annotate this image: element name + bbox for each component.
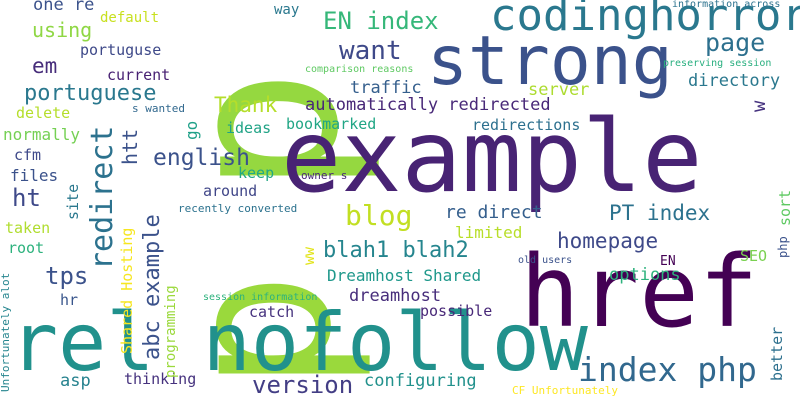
cloud-word: configuring — [364, 371, 477, 391]
cloud-word: example — [281, 98, 703, 215]
cloud-word: SEO — [740, 247, 768, 265]
cloud-word: rel nofollow — [10, 296, 588, 389]
cloud-word: current — [107, 66, 171, 84]
cloud-word: traffic — [350, 78, 422, 98]
cloud-word: one re — [33, 0, 95, 15]
cloud-word: preserving session — [663, 58, 772, 69]
cloud-word: em — [32, 54, 58, 78]
cloud-word: w — [748, 100, 770, 112]
cloud-word: site — [64, 183, 82, 220]
cloud-word: re direct — [445, 202, 543, 223]
cloud-word: Thank — [214, 93, 278, 117]
cloud-word: hr — [60, 291, 79, 309]
cloud-word: taken — [5, 219, 51, 237]
cloud-word: codinghorror — [490, 0, 800, 41]
cloud-word: delete — [16, 104, 71, 122]
cloud-word: root — [8, 239, 45, 257]
cloud-word: asp — [60, 371, 91, 391]
cloud-word: old users — [518, 255, 573, 266]
cloud-word: possible — [420, 302, 493, 320]
cloud-word: comparison reasons — [305, 64, 414, 75]
cloud-word: go — [182, 120, 201, 140]
cloud-word: recently converted — [178, 202, 298, 215]
cloud-word: information across — [672, 0, 781, 10]
cloud-word: session information — [203, 292, 318, 303]
cloud-word: PT index — [609, 201, 711, 225]
cloud-word: ww — [300, 246, 318, 265]
cloud-word: redirect — [85, 125, 120, 271]
cloud-word: bookmarked — [286, 115, 377, 133]
cloud-word: directory — [688, 71, 781, 91]
cloud-word: s wanted — [132, 102, 185, 115]
cloud-word: keep — [238, 164, 275, 182]
cloud-word: want — [339, 36, 402, 66]
cloud-word: portuguse — [80, 41, 162, 59]
cloud-word: owner s — [301, 169, 348, 182]
cloud-word: files — [10, 166, 59, 185]
cloud-word: english — [153, 145, 250, 171]
cloud-word: php — [776, 236, 790, 258]
cloud-word: homepage — [557, 229, 659, 253]
cloud-word: automatically redirected — [305, 95, 551, 115]
cloud-word: index php — [578, 350, 757, 389]
cloud-word: blah1 blah2 — [323, 238, 469, 263]
cloud-word: normally — [3, 125, 81, 144]
cloud-word: Shared Hosting — [118, 227, 136, 354]
cloud-word: options — [609, 265, 681, 285]
cloud-word: strong — [427, 22, 673, 101]
cloud-word: EN index — [323, 7, 439, 35]
cloud-word: ht — [12, 184, 41, 212]
cloud-word: around — [203, 182, 258, 200]
cloud-word: cfm — [14, 146, 42, 164]
cloud-word: way — [274, 2, 300, 18]
cloud-word: Unfortunately alot — [0, 272, 12, 392]
cloud-word: htt — [118, 128, 142, 165]
cloud-word: server — [528, 80, 590, 100]
cloud-word: dreamhost — [349, 286, 442, 306]
cloud-word: CF Unfortunately — [512, 384, 618, 397]
cloud-word: sort — [776, 189, 794, 226]
cloud-word: blog — [345, 199, 413, 232]
cloud-word: catch — [249, 303, 295, 321]
cloud-word: thinking — [124, 370, 197, 388]
cloud-word: default — [100, 10, 160, 26]
cloud-word: better — [768, 326, 786, 381]
cloud-word: ideas — [226, 119, 272, 137]
cloud-word: programming — [163, 285, 179, 378]
cloud-word: href — [520, 235, 759, 350]
cloud-word: page — [705, 28, 766, 57]
cloud-word: abc example — [140, 214, 165, 360]
cloud-word: tps — [45, 262, 89, 290]
cloud-word: redirections — [472, 116, 581, 134]
cloud-word: using — [32, 18, 93, 42]
cloud-word: version — [252, 371, 354, 399]
cloud-word: portuguese — [24, 81, 157, 106]
cloud-word: EN — [660, 254, 676, 269]
cloud-word: Dreamhost Shared — [327, 266, 482, 285]
cloud-word: limited — [455, 223, 523, 242]
